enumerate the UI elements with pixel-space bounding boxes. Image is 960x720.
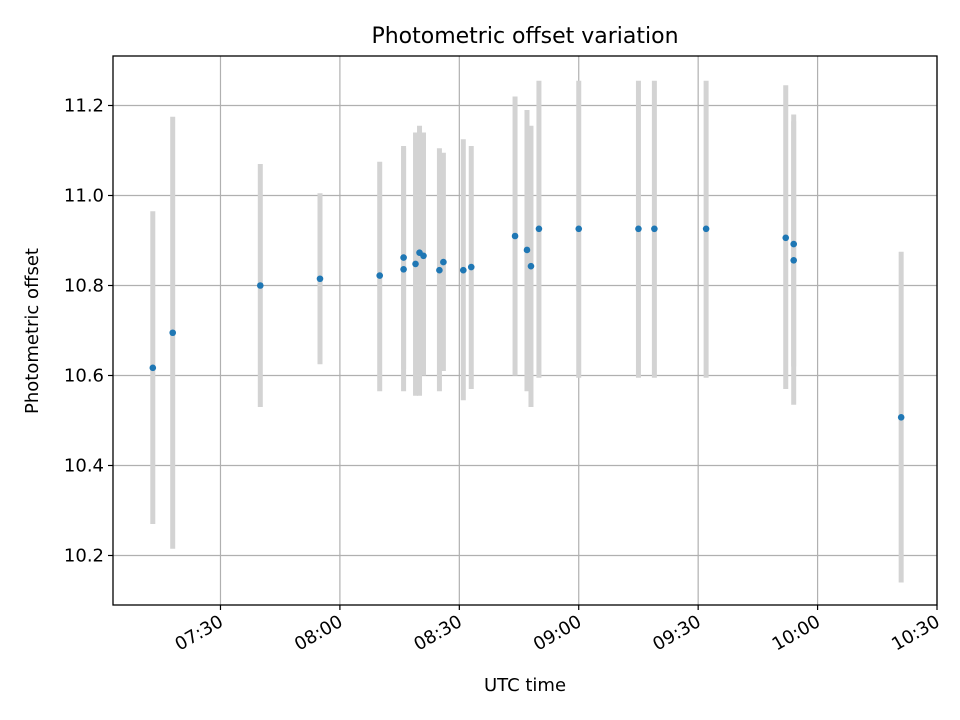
data-point xyxy=(897,414,905,421)
data-point xyxy=(523,246,531,254)
y-tick-label: 10.6 xyxy=(64,366,104,387)
data-point xyxy=(535,225,543,233)
data-point xyxy=(412,260,419,268)
x-tick-label: 07:30 xyxy=(172,611,227,655)
y-tick-label: 10.4 xyxy=(64,456,104,477)
y-tick-label: 10.8 xyxy=(64,276,104,297)
y-tick-label: 11.2 xyxy=(64,96,104,117)
x-tick-label: 08:30 xyxy=(410,611,465,655)
y-tick-label: 11.0 xyxy=(64,186,104,207)
y-axis-ticks: 10.2 10.4 10.6 10.8 11.0 11.2 xyxy=(64,96,113,567)
data-point xyxy=(400,254,407,261)
data-point xyxy=(256,282,264,289)
grid xyxy=(113,56,938,605)
y-axis-label: Photometric offset xyxy=(22,248,43,414)
data-point xyxy=(436,266,443,274)
errorbars xyxy=(150,80,904,583)
data-point xyxy=(420,252,427,260)
data-point xyxy=(149,364,157,372)
data-point xyxy=(790,257,797,264)
data-point xyxy=(467,263,475,271)
data-point xyxy=(635,225,642,233)
x-axis-label: UTC time xyxy=(484,675,566,696)
data-point xyxy=(782,234,790,242)
data-point xyxy=(651,225,658,233)
y-tick-label: 10.2 xyxy=(64,546,104,567)
data-point xyxy=(702,225,710,233)
data-point xyxy=(440,258,447,266)
data-point xyxy=(376,272,384,279)
plot-frame xyxy=(112,55,938,606)
data-point xyxy=(790,240,797,248)
data-point xyxy=(511,232,519,240)
x-tick-label: 08:00 xyxy=(291,611,346,655)
data-points xyxy=(149,225,905,421)
x-tick-label: 10:30 xyxy=(888,611,943,655)
x-tick-label: 09:30 xyxy=(649,611,704,655)
data-point xyxy=(575,225,583,233)
data-point xyxy=(316,275,324,283)
x-tick-label: 10:00 xyxy=(769,611,824,655)
data-point xyxy=(459,266,467,274)
x-axis-ticks: 07:30 08:00 08:30 09:00 09:30 10:00 10:30 xyxy=(172,605,944,655)
data-point xyxy=(169,329,177,337)
x-tick-label: 09:00 xyxy=(530,611,585,655)
chart-title: Photometric offset variation xyxy=(371,24,678,49)
data-point xyxy=(527,262,535,270)
data-point xyxy=(400,266,407,273)
